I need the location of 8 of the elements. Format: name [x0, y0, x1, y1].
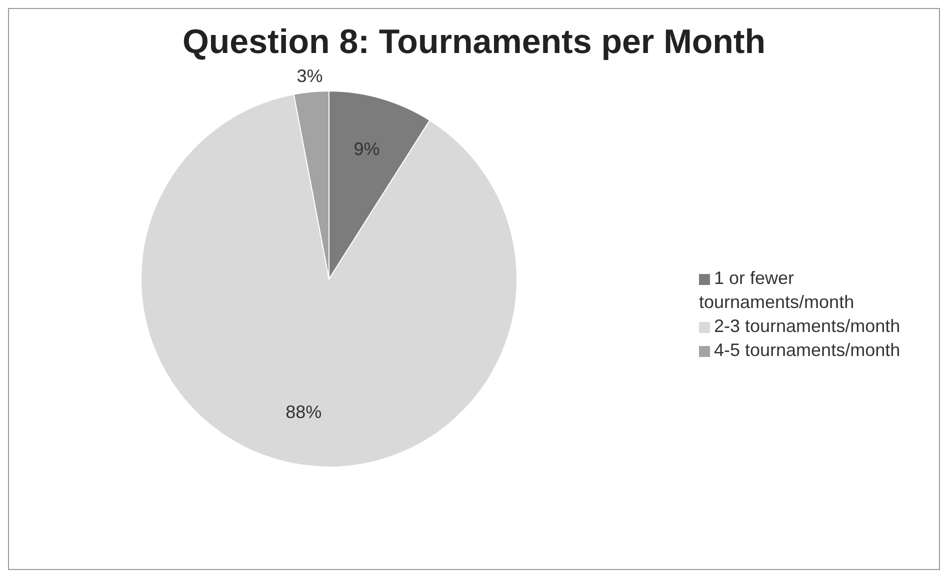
chart-title: Question 8: Tournaments per Month — [181, 23, 767, 62]
data-label: 3% — [296, 66, 323, 86]
legend-label: 2-3 tournaments/month — [714, 316, 900, 336]
legend-label: 4-5 tournaments/month — [714, 340, 900, 360]
data-label: 9% — [354, 139, 380, 160]
legend-label: 1 or fewer tournaments/month — [699, 268, 854, 312]
data-label: 88% — [286, 402, 322, 422]
pie-slice — [140, 94, 518, 468]
